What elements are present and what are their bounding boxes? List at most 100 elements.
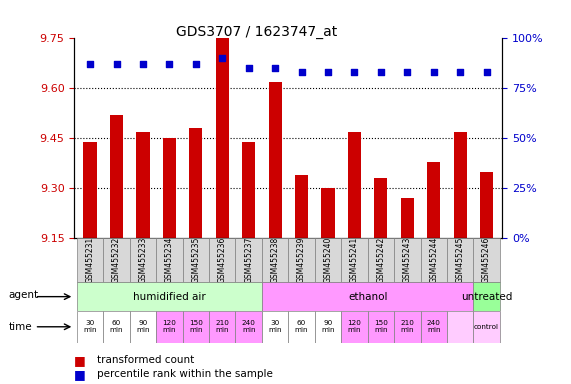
Bar [209, 311, 235, 343]
Text: 150
min: 150 min [189, 320, 203, 333]
Text: 90
min: 90 min [321, 320, 335, 333]
Text: GDS3707 / 1623747_at: GDS3707 / 1623747_at [176, 25, 337, 39]
Bar [420, 311, 447, 343]
Text: GSM455238: GSM455238 [271, 237, 280, 283]
Bar [447, 238, 473, 282]
Bar [209, 238, 235, 282]
Point [138, 61, 147, 68]
Text: 60
min: 60 min [110, 320, 123, 333]
Text: 120
min: 120 min [348, 320, 361, 333]
Text: ■: ■ [74, 354, 86, 367]
Bar [453, 132, 467, 238]
Bar [348, 132, 361, 238]
Bar [480, 172, 493, 238]
Point [271, 65, 280, 71]
Text: 60
min: 60 min [295, 320, 308, 333]
Bar [473, 238, 500, 282]
Text: GSM455241: GSM455241 [350, 237, 359, 283]
Text: time: time [9, 322, 32, 332]
Bar [268, 82, 282, 238]
Bar [262, 282, 473, 311]
Point [323, 69, 332, 75]
Bar [77, 238, 103, 282]
Bar [427, 162, 440, 238]
Bar [235, 238, 262, 282]
Bar [315, 311, 341, 343]
Bar [288, 311, 315, 343]
Text: GSM455246: GSM455246 [482, 237, 491, 283]
Text: 30
min: 30 min [83, 320, 97, 333]
Bar [473, 282, 500, 311]
Bar [368, 311, 394, 343]
Bar [103, 238, 130, 282]
Point [403, 69, 412, 75]
Point [456, 69, 465, 75]
Text: 30
min: 30 min [268, 320, 282, 333]
Text: GSM455245: GSM455245 [456, 237, 465, 283]
Bar [130, 311, 156, 343]
Text: GSM455235: GSM455235 [191, 237, 200, 283]
Text: control: control [474, 324, 499, 330]
Text: 210
min: 210 min [400, 320, 414, 333]
Bar [394, 311, 420, 343]
Bar [262, 238, 288, 282]
Bar [374, 178, 388, 238]
Bar [77, 282, 262, 311]
Text: untreated: untreated [461, 291, 512, 302]
Text: GSM455234: GSM455234 [165, 237, 174, 283]
Point [86, 61, 95, 68]
Bar [110, 115, 123, 238]
Bar [321, 188, 335, 238]
Bar [295, 175, 308, 238]
Text: 240
min: 240 min [242, 320, 256, 333]
Text: agent: agent [9, 290, 39, 300]
Bar [315, 238, 341, 282]
Bar [420, 238, 447, 282]
Bar [216, 38, 229, 238]
Bar [368, 238, 394, 282]
Bar [189, 128, 203, 238]
Text: humidified air: humidified air [133, 291, 206, 302]
Text: 90
min: 90 min [136, 320, 150, 333]
Bar [394, 238, 420, 282]
Bar [163, 138, 176, 238]
Text: percentile rank within the sample: percentile rank within the sample [97, 369, 273, 379]
Bar [235, 311, 262, 343]
Text: GSM455239: GSM455239 [297, 237, 306, 283]
Bar [288, 238, 315, 282]
Bar [83, 142, 96, 238]
Bar [183, 238, 209, 282]
Text: GSM455244: GSM455244 [429, 237, 439, 283]
Bar [341, 238, 368, 282]
Point [429, 69, 439, 75]
Bar [183, 311, 209, 343]
Point [482, 69, 491, 75]
Point [244, 65, 254, 71]
Bar [136, 132, 150, 238]
Text: GSM455233: GSM455233 [138, 237, 147, 283]
Text: 240
min: 240 min [427, 320, 441, 333]
Bar [103, 311, 130, 343]
Bar [401, 198, 414, 238]
Text: GSM455237: GSM455237 [244, 237, 253, 283]
Bar [156, 311, 183, 343]
Text: 210
min: 210 min [215, 320, 229, 333]
Point [165, 61, 174, 68]
Text: GSM455242: GSM455242 [376, 237, 385, 283]
Bar [156, 238, 183, 282]
Text: 150
min: 150 min [374, 320, 388, 333]
Bar [447, 311, 473, 343]
Text: GSM455243: GSM455243 [403, 237, 412, 283]
Point [297, 69, 306, 75]
Text: GSM455231: GSM455231 [86, 237, 95, 283]
Text: GSM455236: GSM455236 [218, 237, 227, 283]
Bar [262, 311, 288, 343]
Text: ■: ■ [74, 368, 86, 381]
Text: GSM455240: GSM455240 [324, 237, 332, 283]
Text: ethanol: ethanol [348, 291, 387, 302]
Text: GSM455232: GSM455232 [112, 237, 121, 283]
Point [376, 69, 385, 75]
Point [350, 69, 359, 75]
Point [112, 61, 121, 68]
Bar [77, 311, 103, 343]
